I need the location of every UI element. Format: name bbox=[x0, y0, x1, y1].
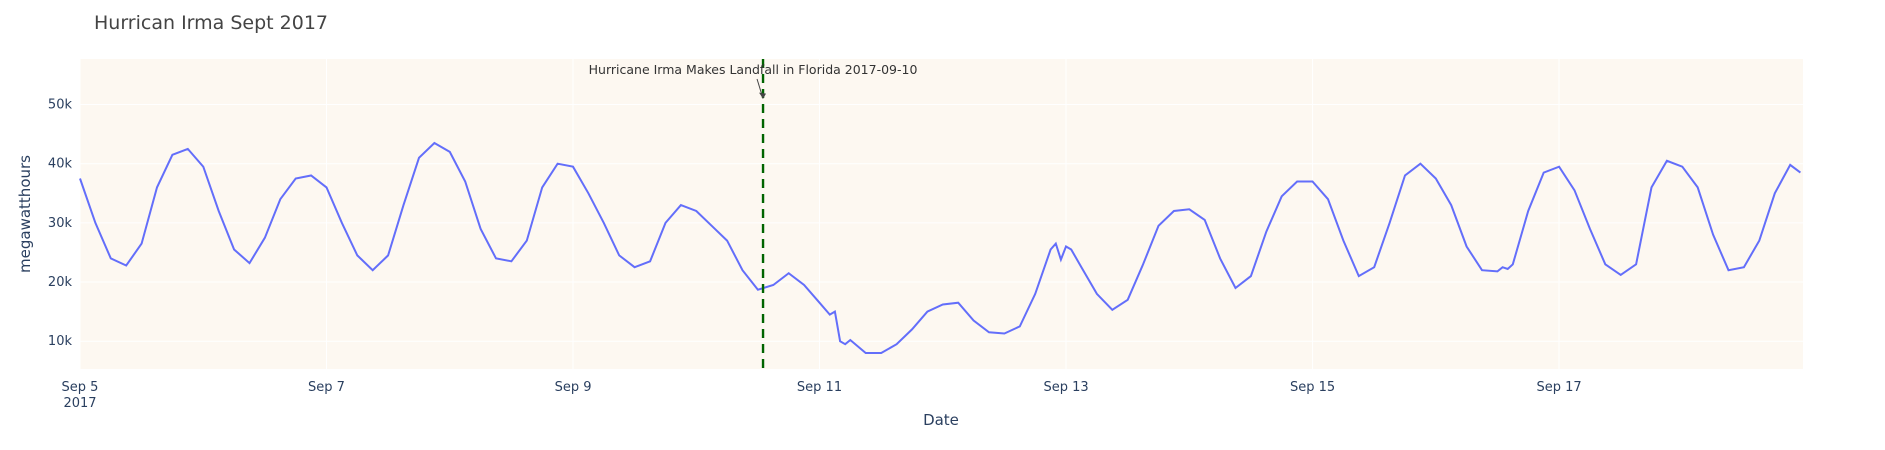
y-axis-title: megawatthours bbox=[16, 155, 34, 273]
x-tick-label: Sep 5 2017 bbox=[62, 380, 99, 411]
annotation-arrowhead bbox=[759, 92, 767, 99]
x-tick-label: Sep 11 bbox=[797, 380, 842, 395]
x-tick-label: Sep 9 bbox=[555, 380, 592, 395]
x-tick-label: Sep 17 bbox=[1536, 380, 1581, 395]
x-axis-title: Date bbox=[923, 411, 959, 429]
x-tick-label: Sep 15 bbox=[1290, 380, 1335, 395]
x-tick-label: Sep 13 bbox=[1043, 380, 1088, 395]
annotation-text: Hurricane Irma Makes Landfall in Florida… bbox=[589, 62, 918, 77]
data-line bbox=[79, 141, 1802, 354]
plot-background bbox=[80, 59, 1803, 369]
chart-title: Hurrican Irma Sept 2017 bbox=[94, 12, 328, 34]
y-tick-label: 40k bbox=[48, 157, 73, 172]
y-tick-label: 30k bbox=[48, 216, 73, 231]
x-tick-label: Sep 7 bbox=[308, 380, 345, 395]
y-tick-label: 50k bbox=[48, 98, 73, 113]
y-tick-label: 10k bbox=[48, 334, 73, 349]
y-tick-label: 20k bbox=[48, 275, 73, 290]
